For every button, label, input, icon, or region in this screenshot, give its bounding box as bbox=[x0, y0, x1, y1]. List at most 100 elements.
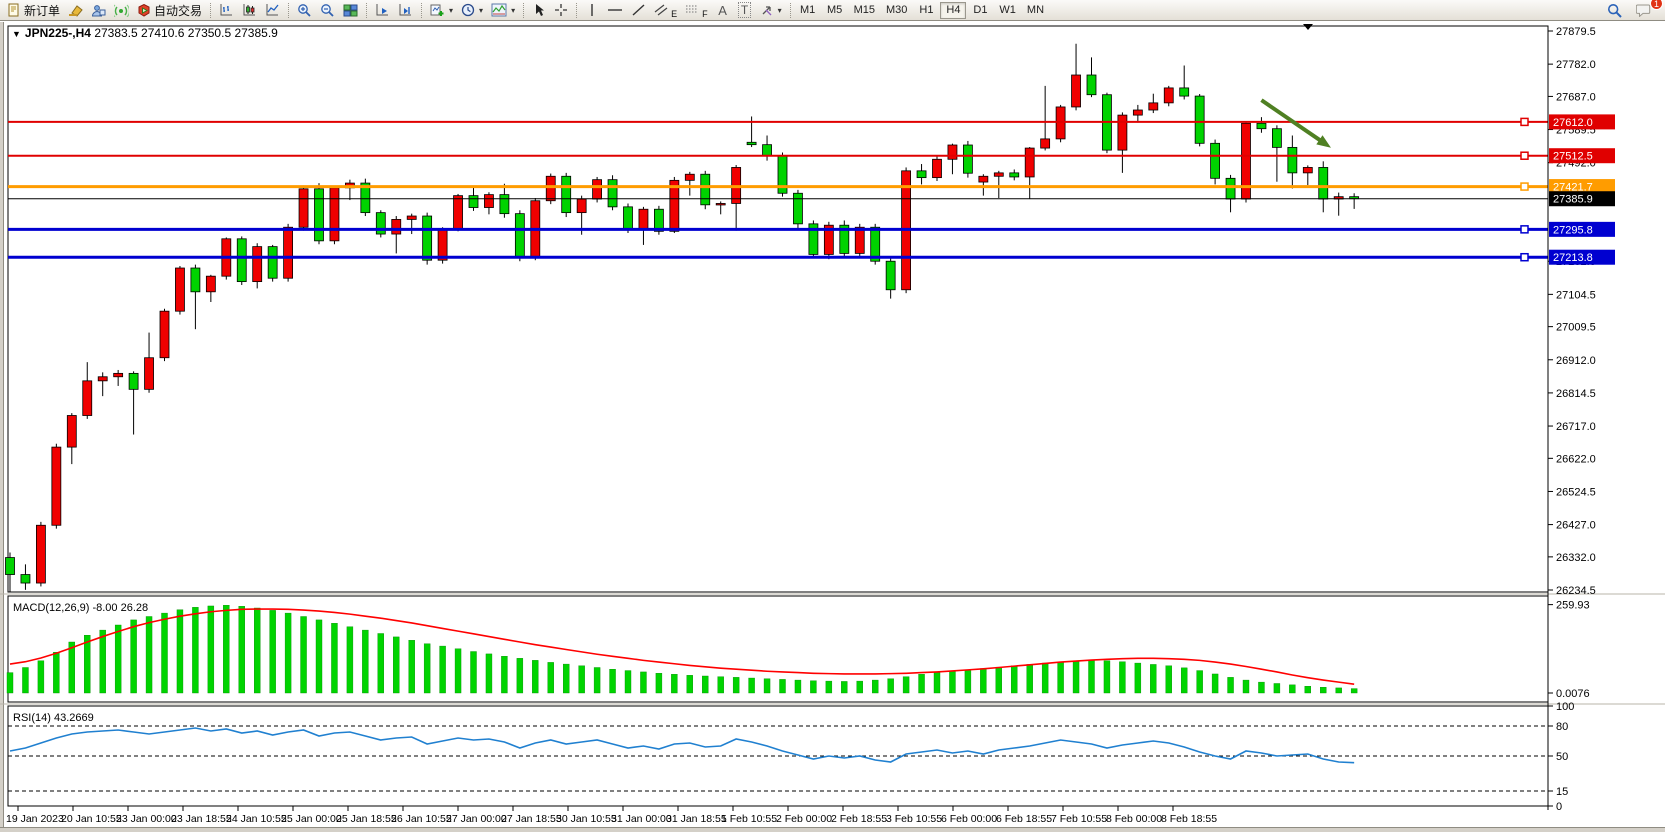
line-anchor[interactable] bbox=[1520, 182, 1529, 191]
text-tool-letter: A bbox=[718, 2, 727, 18]
timeframe-button-M1[interactable]: M1 bbox=[795, 2, 821, 19]
chart-shift-button[interactable] bbox=[394, 1, 417, 20]
line-anchor[interactable] bbox=[1520, 117, 1529, 127]
macd-bar bbox=[702, 675, 709, 694]
candle bbox=[561, 172, 572, 218]
new-order-icon bbox=[8, 3, 19, 17]
arrows-dropdown-button[interactable]: ▾ bbox=[756, 1, 786, 20]
auto-trading-button[interactable]: 自动交易 bbox=[133, 1, 206, 20]
person-icon bbox=[92, 4, 106, 16]
zoom-out-button[interactable] bbox=[316, 1, 339, 20]
macd-bar bbox=[825, 680, 833, 694]
macd-bar bbox=[717, 676, 724, 694]
horizontal-line-button[interactable] bbox=[603, 1, 627, 20]
signal-icon bbox=[114, 4, 130, 17]
price-axis-label: 26717.0 bbox=[1556, 421, 1596, 433]
macd-bar bbox=[439, 645, 446, 694]
text-label-button[interactable]: T bbox=[734, 1, 756, 20]
candle bbox=[1086, 57, 1097, 98]
crosshair-button[interactable] bbox=[550, 1, 572, 20]
line-anchor[interactable] bbox=[1520, 252, 1529, 262]
timeframe-button-H4[interactable]: H4 bbox=[940, 1, 967, 19]
macd-bar bbox=[393, 636, 400, 694]
macd-bar bbox=[563, 663, 570, 694]
candle bbox=[51, 443, 62, 529]
crosshair-icon bbox=[555, 4, 568, 16]
timeframe-button-D1[interactable]: D1 bbox=[967, 2, 993, 19]
macd-bar bbox=[1180, 667, 1188, 694]
trend-arrow-annotation[interactable] bbox=[1260, 98, 1331, 148]
candle bbox=[267, 244, 278, 282]
macd-axis-top: 259.93 bbox=[1556, 600, 1590, 612]
tile-windows-icon bbox=[343, 4, 358, 16]
line-anchor[interactable] bbox=[1520, 151, 1529, 160]
new-order-button[interactable]: 新订单 bbox=[3, 1, 64, 20]
chart-title: ▼ JPN225-,H4 27383.5 27410.6 27350.5 2738… bbox=[12, 26, 278, 40]
line-chart-button[interactable] bbox=[261, 1, 284, 20]
candle bbox=[932, 155, 942, 182]
dropdown-caret: ▾ bbox=[449, 5, 454, 15]
macd-signal-line bbox=[9, 608, 1355, 685]
timeframe-button-M30[interactable]: M30 bbox=[881, 2, 912, 19]
candle bbox=[97, 372, 108, 397]
macd-bar bbox=[176, 609, 184, 694]
signals-button[interactable] bbox=[110, 1, 133, 20]
community-button[interactable] bbox=[87, 1, 110, 20]
history-eraser-button[interactable] bbox=[64, 1, 87, 20]
candle bbox=[808, 220, 819, 258]
toolbar-separator bbox=[523, 2, 525, 18]
macd-axis-bottom: 0.0076 bbox=[1556, 688, 1590, 700]
auto-scroll-icon bbox=[376, 4, 389, 16]
equidistant-channel-button[interactable]: E bbox=[650, 1, 681, 20]
search-button[interactable] bbox=[1603, 1, 1626, 20]
cursor-button[interactable] bbox=[528, 1, 550, 20]
scroll-marker-icon[interactable] bbox=[1303, 24, 1313, 30]
notifications-button[interactable] bbox=[1632, 1, 1656, 20]
candle bbox=[453, 193, 463, 232]
periods-dropdown-button[interactable]: ▾ bbox=[457, 1, 487, 20]
channel-icon bbox=[654, 4, 668, 16]
new-chart-button[interactable]: ▾ bbox=[426, 1, 457, 20]
chart-ohlc-values: 27383.5 27410.6 27350.5 27385.9 bbox=[94, 26, 278, 40]
price-axis-label: 26332.0 bbox=[1556, 552, 1596, 564]
line-anchor[interactable] bbox=[1520, 225, 1529, 234]
timeframe-group: M1 M5 M15 M30 H1 H4 D1 W1 MN bbox=[795, 1, 1049, 19]
svg-text:27421.7: 27421.7 bbox=[1553, 182, 1593, 194]
chart-canvas[interactable]: 27879.527782.027687.027589.527492.027202… bbox=[0, 22, 1665, 832]
timeframe-button-W1[interactable]: W1 bbox=[994, 2, 1021, 19]
bar-chart-button[interactable] bbox=[215, 1, 238, 20]
toolbar: 新订单 自动交易 ▾ ▾ bbox=[0, 0, 1665, 21]
macd-bar bbox=[331, 623, 338, 694]
candle bbox=[777, 152, 788, 197]
price-axis-label: 26912.0 bbox=[1556, 355, 1596, 367]
date-axis-label: 8 Feb 00:00 bbox=[1106, 813, 1162, 825]
candle bbox=[159, 308, 170, 362]
auto-scroll-button[interactable] bbox=[371, 1, 394, 20]
macd-bar bbox=[377, 633, 384, 694]
timeframe-button-M5[interactable]: M5 bbox=[822, 2, 848, 19]
date-axis-label: 20 Jan 10:55 bbox=[61, 813, 122, 825]
macd-bar bbox=[1041, 662, 1049, 694]
candle bbox=[1241, 121, 1251, 203]
trendline-button[interactable] bbox=[627, 1, 650, 20]
date-axis-label: 31 Jan 00:00 bbox=[611, 813, 672, 825]
date-axis-label: 1 Feb 10:55 bbox=[721, 813, 777, 825]
fibonacci-button[interactable]: F bbox=[681, 1, 712, 20]
text-button[interactable]: A bbox=[712, 1, 734, 20]
candlestick-chart-button[interactable] bbox=[238, 1, 261, 20]
search-icon bbox=[1607, 3, 1622, 18]
price-axis-label: 27009.5 bbox=[1556, 322, 1596, 334]
toolbar-separator bbox=[789, 2, 791, 18]
zoom-in-button[interactable] bbox=[293, 1, 316, 20]
timeframe-button-M15[interactable]: M15 bbox=[849, 2, 880, 19]
macd-bar bbox=[856, 680, 863, 694]
timeframe-button-MN[interactable]: MN bbox=[1022, 2, 1049, 19]
symbol-collapse-icon[interactable]: ▼ bbox=[12, 29, 21, 39]
vertical-line-button[interactable] bbox=[581, 1, 603, 20]
candle bbox=[1055, 104, 1066, 143]
candle bbox=[205, 274, 216, 303]
timeframe-button-H1[interactable]: H1 bbox=[913, 2, 939, 19]
templates-dropdown-button[interactable]: ▾ bbox=[487, 1, 519, 20]
tile-windows-button[interactable] bbox=[339, 1, 362, 20]
macd-bar bbox=[130, 619, 137, 694]
